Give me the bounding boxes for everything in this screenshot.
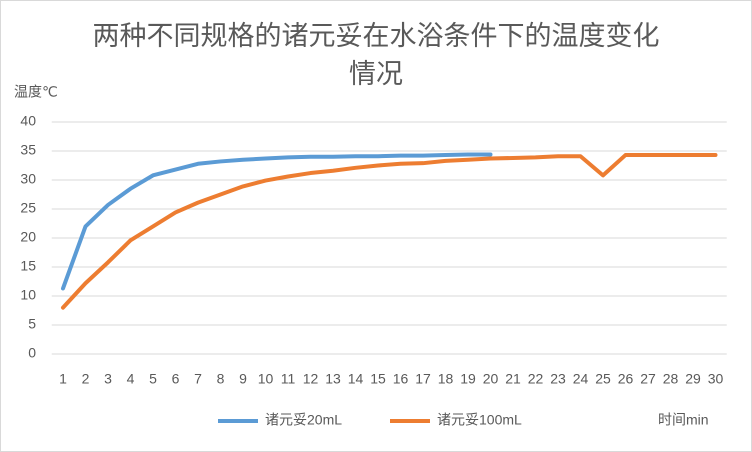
y-tick-label: 40 (20, 113, 36, 129)
x-tick-label: 3 (104, 371, 112, 387)
x-tick-label: 24 (573, 371, 589, 387)
y-tick-label: 20 (20, 229, 36, 245)
x-tick-label: 29 (685, 371, 701, 387)
x-tick-label: 5 (149, 371, 157, 387)
x-tick-label: 1 (59, 371, 67, 387)
legend-label: 诸元妥100mL (437, 412, 522, 428)
x-tick-label: 17 (415, 371, 431, 387)
y-axis-label: 温度℃ (14, 84, 58, 100)
x-tick-label: 30 (708, 371, 724, 387)
x-tick-label: 9 (239, 371, 247, 387)
x-tick-label: 8 (217, 371, 225, 387)
x-tick-label: 7 (194, 371, 202, 387)
x-tick-label: 15 (370, 371, 386, 387)
x-tick-label: 10 (258, 371, 274, 387)
x-tick-label: 21 (505, 371, 521, 387)
y-tick-label: 0 (28, 345, 36, 361)
y-tick-label: 15 (20, 258, 36, 274)
series-line (61, 153, 718, 310)
x-tick-label: 14 (348, 371, 364, 387)
x-tick-label: 26 (618, 371, 634, 387)
x-tick-label: 22 (528, 371, 544, 387)
x-axis-label: 时间min (658, 412, 709, 428)
series-line (61, 152, 493, 291)
x-tick-label: 23 (550, 371, 566, 387)
x-tick-label: 11 (281, 371, 296, 387)
x-tick-label: 2 (82, 371, 90, 387)
y-tick-label: 5 (28, 316, 36, 332)
chart-title: 两种不同规格的诸元妥在水浴条件下的温度变化情况 (92, 21, 660, 90)
y-tick-label: 30 (20, 171, 36, 187)
x-tick-label: 20 (483, 371, 499, 387)
x-tick-label: 12 (303, 371, 319, 387)
x-tick-label: 4 (127, 371, 135, 387)
x-tick-label: 27 (640, 371, 656, 387)
x-tick-label: 19 (460, 371, 476, 387)
y-tick-label: 35 (20, 142, 36, 158)
x-tick-label: 18 (438, 371, 454, 387)
x-tick-label: 28 (663, 371, 679, 387)
legend-label: 诸元妥20mL (265, 412, 342, 428)
x-tick-label: 6 (172, 371, 180, 387)
x-tick-label: 16 (393, 371, 409, 387)
x-tick-label: 13 (325, 371, 341, 387)
x-tick-label: 25 (595, 371, 611, 387)
y-tick-label: 25 (20, 200, 36, 216)
y-tick-label: 10 (20, 287, 36, 303)
